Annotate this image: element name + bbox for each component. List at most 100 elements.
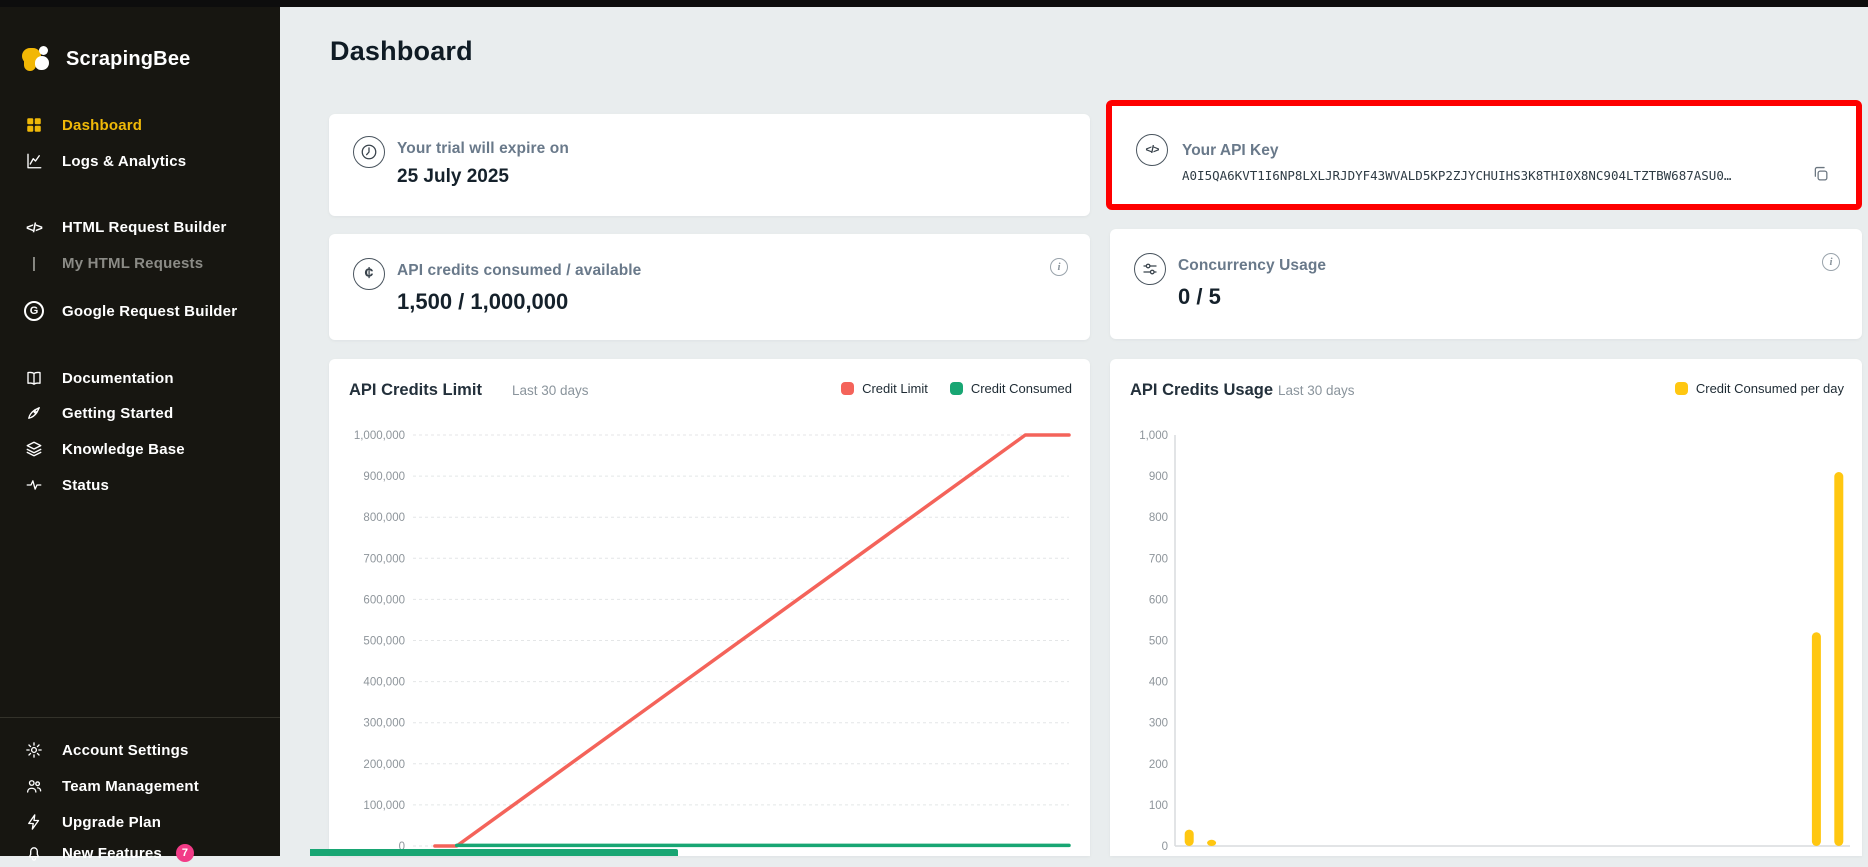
svg-text:1,000,000: 1,000,000 xyxy=(354,430,405,442)
svg-text:600: 600 xyxy=(1149,594,1168,606)
pulse-icon xyxy=(23,476,45,494)
info-icon[interactable]: i xyxy=(1822,253,1840,271)
sidebar-item-knowledge-base[interactable]: Knowledge Base xyxy=(0,435,280,463)
sidebar-item-label: HTML Request Builder xyxy=(62,218,227,236)
clock-icon xyxy=(353,136,385,168)
pipe-icon: | xyxy=(31,254,37,272)
sidebar-item-new-features[interactable]: New Features 7 xyxy=(0,839,280,867)
sidebar-divider xyxy=(0,717,280,718)
chart-line-icon xyxy=(23,152,45,170)
sidebar-item-label: Status xyxy=(62,476,110,494)
code-icon: </> xyxy=(26,219,43,235)
legend-item-credit-consumed-per-day: Credit Consumed per day xyxy=(1674,381,1844,396)
svg-text:700: 700 xyxy=(1149,553,1168,565)
book-icon xyxy=(23,369,45,387)
svg-text:100: 100 xyxy=(1149,800,1168,812)
svg-text:400,000: 400,000 xyxy=(363,677,405,689)
svg-text:200,000: 200,000 xyxy=(363,759,405,771)
svg-text:800,000: 800,000 xyxy=(363,512,405,524)
gear-icon xyxy=(23,741,45,759)
users-icon xyxy=(23,777,45,795)
concurrency-card: Concurrency Usage 0 / 5 i xyxy=(1110,229,1862,339)
legend-label: Credit Consumed xyxy=(970,381,1072,396)
sidebar-item-account-settings[interactable]: Account Settings xyxy=(0,736,280,764)
trial-expiry-card: Your trial will expire on 25 July 2025 xyxy=(329,114,1090,216)
sidebar-item-label: Knowledge Base xyxy=(62,440,185,458)
svg-text:900: 900 xyxy=(1149,471,1168,483)
legend-label: Credit Limit xyxy=(862,381,928,396)
bell-icon xyxy=(23,844,45,862)
sidebar-item-label: Logs & Analytics xyxy=(62,152,187,170)
new-features-badge: 7 xyxy=(175,844,194,862)
api-key-label: Your API Key xyxy=(1182,142,1279,159)
trial-expiry-date: 25 July 2025 xyxy=(397,166,509,187)
api-credits-usage-chart-card: API Credits Usage Last 30 days Credit Co… xyxy=(1110,359,1862,856)
layers-icon xyxy=(23,440,45,458)
svg-text:400: 400 xyxy=(1149,677,1168,689)
svg-text:500: 500 xyxy=(1149,636,1168,648)
page-title: Dashboard xyxy=(330,36,473,66)
sidebar-item-label: Upgrade Plan xyxy=(62,813,162,831)
trial-expiry-label: Your trial will expire on xyxy=(397,140,569,157)
sidebar-item-upgrade-plan[interactable]: Upgrade Plan xyxy=(0,808,280,836)
legend-item-credit-limit: Credit Limit xyxy=(841,381,928,396)
svg-text:800: 800 xyxy=(1149,512,1168,524)
sidebar-item-html-request-builder[interactable]: </> HTML Request Builder xyxy=(0,213,280,241)
sidebar-item-label: Documentation xyxy=(62,369,174,387)
sliders-icon xyxy=(1134,253,1166,285)
sidebar: ScrapingBee Dashboard Logs & Analytics </>… xyxy=(0,0,280,862)
svg-text:100,000: 100,000 xyxy=(363,800,405,812)
app-name: ScrapingBee xyxy=(66,47,191,70)
bolt-icon xyxy=(23,813,45,831)
api-credits-label: API credits consumed / available xyxy=(397,262,642,279)
code-circle-icon: </> xyxy=(1136,134,1168,166)
legend-label: Credit Consumed per day xyxy=(1695,381,1844,396)
svg-text:0: 0 xyxy=(1162,841,1168,853)
svg-text:600,000: 600,000 xyxy=(363,594,405,606)
grid-icon xyxy=(23,116,45,134)
legend-swatch xyxy=(1674,382,1688,395)
legend-item-credit-consumed: Credit Consumed xyxy=(949,381,1072,396)
sidebar-item-status[interactable]: Status xyxy=(0,471,280,499)
scrapingbee-bee-icon xyxy=(22,44,52,74)
info-icon[interactable]: i xyxy=(1050,258,1068,276)
sidebar-item-label: Account Settings xyxy=(62,741,189,759)
legend-swatch xyxy=(841,382,855,395)
api-credits-value: 1,500 / 1,000,000 xyxy=(397,289,569,314)
chart-legend: Credit Limit Credit Consumed xyxy=(841,381,1072,396)
legend-swatch xyxy=(949,382,963,395)
sidebar-item-documentation[interactable]: Documentation xyxy=(0,364,280,392)
credits-limit-line-chart: 0 100,000 200,000 300,000 400,000 500,000 600,… xyxy=(354,430,1071,853)
top-border xyxy=(0,0,1868,7)
api-key-card-highlighted: </> Your API Key A0I5QA6KVT1I6NP8LXLJRJD… xyxy=(1106,100,1862,210)
svg-text:1,000: 1,000 xyxy=(1139,430,1168,442)
sidebar-item-label: Dashboard xyxy=(62,116,143,134)
svg-text:900,000: 900,000 xyxy=(363,471,405,483)
copy-icon[interactable] xyxy=(1811,164,1830,188)
svg-text:500,000: 500,000 xyxy=(363,636,405,648)
chart-subtitle: Last 30 days xyxy=(1278,383,1355,398)
concurrency-label: Concurrency Usage xyxy=(1178,257,1327,274)
cent-icon: ¢ xyxy=(353,258,385,290)
sidebar-item-team-management[interactable]: Team Management xyxy=(0,772,280,800)
api-credits-card: ¢ API credits consumed / available 1,500… xyxy=(329,234,1090,340)
rocket-icon xyxy=(23,404,45,422)
chart-legend: Credit Consumed per day xyxy=(1674,381,1844,396)
scrapingbee-logo[interactable]: ScrapingBee xyxy=(22,44,190,74)
sidebar-item-label: My HTML Requests xyxy=(62,254,204,272)
sidebar-item-label: Team Management xyxy=(62,777,199,795)
sidebar-item-label: Getting Started xyxy=(62,404,174,422)
sidebar-item-my-html-requests[interactable]: | My HTML Requests xyxy=(0,249,280,277)
sidebar-item-getting-started[interactable]: Getting Started xyxy=(0,399,280,427)
svg-text:300: 300 xyxy=(1149,718,1168,730)
sidebar-item-dashboard[interactable]: Dashboard xyxy=(0,111,280,139)
sidebar-item-logs-and-analytics[interactable]: Logs & Analytics xyxy=(0,147,280,175)
api-credits-limit-chart-card: API Credits Limit Last 30 days Credit Li… xyxy=(329,359,1090,856)
partial-green-line xyxy=(310,849,678,856)
google-icon: G xyxy=(23,301,45,321)
chart-title: API Credits Limit xyxy=(349,381,482,399)
sidebar-item-google-request-builder[interactable]: G Google Request Builder xyxy=(0,297,280,325)
chart-title: API Credits Usage xyxy=(1130,381,1274,399)
sidebar-item-label: Google Request Builder xyxy=(62,302,238,320)
svg-text:200: 200 xyxy=(1149,759,1168,771)
